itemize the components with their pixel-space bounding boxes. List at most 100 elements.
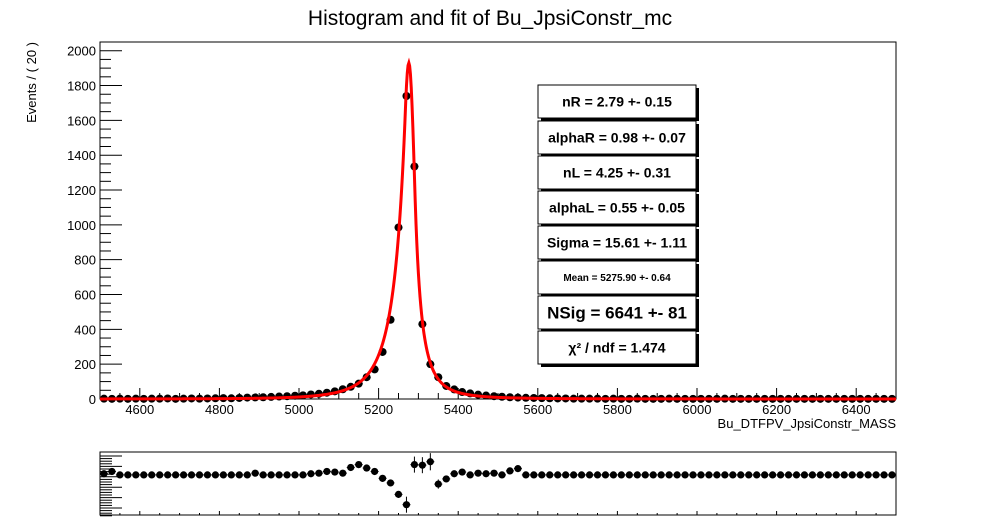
y-tick-label: 1200 [67,183,96,198]
pull-point [386,479,395,487]
y-tick-label: 600 [74,288,96,303]
pull-point [243,471,252,479]
pull-point [712,471,721,479]
pull-point [338,469,347,477]
pull-point [641,471,650,479]
pull-point [657,471,666,479]
y-tick-label: 1800 [67,79,96,94]
pull-points [99,453,897,513]
fit-parameters-box: nR = 2.79 +- 0.15 alphaR = 0.98 +- 0.07 nL… [537,84,699,367]
pull-point [545,471,554,479]
pull-point [283,471,292,479]
pull-point [537,471,546,479]
pull-point [601,471,610,479]
pull-point [816,471,825,479]
pull-point [561,471,570,479]
pull-point [227,471,236,479]
x-tick-label: 6000 [683,402,712,417]
pull-point [681,471,690,479]
pull-point [354,461,363,469]
pull-point [139,471,148,479]
data-points [99,88,897,403]
pull-point [346,463,355,472]
pull-point [314,469,323,477]
pull-point [107,467,116,476]
pull-point [633,471,642,479]
y-axis-title: Events / ( 20 ) [24,42,39,123]
pull-point [402,496,411,513]
pull-point [330,468,339,476]
pull-point [888,471,897,479]
pull-point [593,471,602,479]
pull-point [497,471,506,479]
pull-point [187,471,196,479]
fit-curve [100,57,896,401]
pull-point [259,471,268,479]
param-row-alphaR: alphaR = 0.98 +- 0.07 [537,120,699,157]
x-tick-label: 5200 [364,402,393,417]
pull-point [689,471,698,479]
pull-point [513,465,522,473]
pull-point [298,471,307,479]
pull-point [474,469,483,477]
pull-point [569,471,578,479]
pull-point [203,471,212,479]
pull-point [219,471,228,479]
param-text-sigma: Sigma = 15.61 +- 1.11 [547,235,687,251]
pull-point [466,471,475,479]
pull-point [155,471,164,479]
pull-point [195,471,204,479]
pull-y-axis-ticks [100,455,122,517]
pull-point [418,457,427,474]
pull-point [442,475,451,483]
param-text-alphaR: alphaR = 0.98 +- 0.07 [548,130,686,146]
pull-point [171,471,180,479]
pull-point [450,470,459,478]
y-tick-label: 200 [74,357,96,372]
pull-point [776,471,785,479]
pull-point [665,471,674,479]
pull-point [577,471,586,479]
pull-point [362,464,371,472]
pull-point [720,471,729,479]
param-row-alphaL: alphaL = 0.55 +- 0.05 [537,190,699,227]
pull-point [235,471,244,479]
pull-point [649,471,658,479]
pull-point [696,471,705,479]
x-axis-tick-labels: 4600 4800 5000 5200 5400 5600 5800 6000 6200 6400 [125,402,870,417]
pull-point [800,471,809,479]
pull-point [808,471,817,479]
pull-point [872,471,881,479]
pull-point [322,467,331,476]
pull-point [370,467,379,476]
param-text-alphaL: alphaL = 0.55 +- 0.05 [549,200,685,216]
pull-point [792,471,801,479]
pull-point [434,479,443,489]
param-row-nL: nL = 4.25 +- 0.31 [537,155,699,192]
pull-point [131,471,140,479]
pull-point [529,471,538,479]
pull-point [410,456,419,473]
pull-point [251,469,260,477]
pull-point [521,471,530,479]
pull-point [306,470,315,478]
param-text-nL: nL = 4.25 +- 0.31 [563,165,671,181]
pull-point [880,471,889,479]
pull-point [275,471,284,479]
x-tick-label: 5800 [603,402,632,417]
pull-point [482,470,491,478]
pull-point [426,453,435,471]
pull-point [704,471,713,479]
param-row-nsig: NSig = 6641 +- 81 [537,295,699,332]
param-row-nR: nR = 2.79 +- 0.15 [537,84,699,121]
pull-point [744,471,753,479]
x-tick-label: 6400 [842,402,871,417]
pull-point [617,471,626,479]
pull-point [625,471,634,479]
pull-point [824,471,833,479]
pull-point [211,471,220,479]
x-tick-label: 6200 [762,402,791,417]
y-axis-ticks [100,41,122,400]
param-row-chi2: χ² / ndf = 1.474 [537,330,699,367]
